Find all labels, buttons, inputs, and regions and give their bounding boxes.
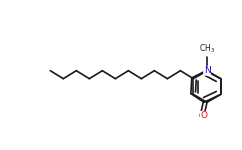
Text: CH$_3$: CH$_3$ <box>199 42 215 55</box>
Text: N: N <box>204 66 210 75</box>
Text: O: O <box>200 111 207 120</box>
